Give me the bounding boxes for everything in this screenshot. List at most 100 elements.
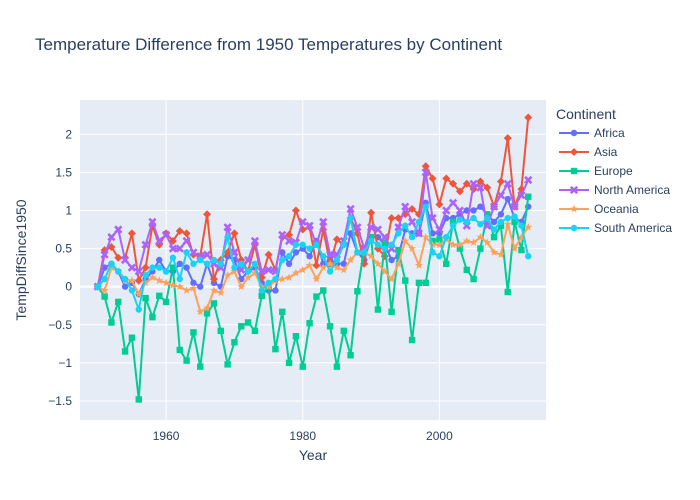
data-point-south-america	[149, 264, 156, 271]
data-point-africa	[190, 279, 197, 287]
data-point-north-america	[278, 230, 287, 239]
data-point-north-america	[175, 244, 184, 253]
data-point-north-america	[134, 267, 143, 276]
data-point-africa	[477, 203, 484, 210]
data-point-north-america	[148, 217, 157, 227]
data-point-north-america	[448, 198, 458, 207]
data-point-oceania	[483, 238, 492, 246]
data-point-south-america	[402, 222, 409, 229]
data-point-oceania	[462, 236, 471, 245]
data-point-asia	[408, 204, 417, 213]
data-point-north-america	[264, 265, 273, 275]
data-point-north-america	[442, 206, 451, 215]
y-tick-label: −1.5	[48, 394, 72, 408]
data-point-europe	[162, 298, 170, 306]
data-point-north-america	[127, 263, 137, 272]
data-point-north-america	[155, 236, 164, 246]
data-point-oceania	[203, 303, 212, 312]
data-point-north-america	[353, 223, 362, 232]
data-point-south-america	[176, 275, 183, 283]
data-point-oceania	[162, 278, 171, 287]
data-point-africa	[121, 283, 129, 290]
data-point-europe	[518, 246, 525, 254]
data-point-europe	[408, 336, 416, 344]
data-point-europe	[395, 246, 402, 254]
data-point-south-america	[477, 220, 484, 228]
data-point-oceania	[387, 274, 396, 283]
data-point-europe	[121, 348, 129, 355]
data-point-oceania	[209, 286, 218, 294]
legend-item-africa[interactable]: Africa	[559, 126, 625, 140]
data-point-north-america	[421, 168, 430, 177]
data-point-south-america	[443, 233, 450, 241]
data-point-asia	[496, 177, 505, 186]
legend-item-north-america[interactable]: North America	[559, 183, 670, 197]
data-point-oceania	[155, 276, 164, 284]
legend-item-asia[interactable]: Asia	[559, 145, 618, 159]
data-point-oceania	[367, 251, 376, 260]
data-point-europe	[142, 294, 149, 302]
data-point-north-america	[243, 255, 253, 265]
data-point-asia	[264, 250, 273, 259]
data-point-europe	[299, 363, 306, 370]
data-point-oceania	[305, 261, 314, 269]
data-point-north-america	[250, 236, 260, 246]
data-point-north-america	[120, 255, 130, 265]
data-point-oceania	[408, 244, 417, 252]
data-point-asia	[114, 253, 123, 262]
data-point-europe	[306, 320, 313, 327]
data-point-south-america	[340, 241, 347, 248]
data-point-south-america	[121, 275, 129, 283]
data-point-south-america	[415, 218, 423, 226]
legend-marker-north-america	[569, 185, 579, 195]
data-point-asia	[435, 200, 444, 209]
data-point-asia	[428, 174, 437, 183]
legend-item-south-america[interactable]: South America	[559, 221, 672, 235]
data-point-europe	[374, 306, 382, 313]
data-point-oceania	[339, 265, 348, 274]
data-point-oceania	[264, 282, 273, 291]
data-point-asia	[476, 177, 485, 186]
data-point-south-america	[272, 275, 279, 283]
data-point-europe	[238, 323, 245, 330]
data-point-south-america	[463, 218, 470, 226]
data-point-oceania	[285, 273, 294, 281]
data-point-asia	[291, 206, 300, 215]
data-point-south-america	[436, 252, 443, 260]
data-point-south-america	[238, 260, 245, 268]
legend-item-oceania[interactable]: Oceania	[559, 202, 639, 216]
data-point-north-america	[189, 248, 198, 257]
y-tick-label: −1	[58, 356, 72, 370]
data-point-asia	[230, 229, 239, 238]
data-point-oceania	[517, 232, 526, 241]
data-point-europe	[477, 245, 484, 252]
data-point-oceania	[312, 274, 321, 283]
data-point-south-america	[326, 268, 334, 275]
data-point-europe	[210, 300, 218, 307]
data-point-asia	[449, 179, 458, 188]
data-point-africa	[470, 207, 477, 214]
y-tick-label: 0	[65, 280, 72, 294]
data-point-asia	[127, 229, 136, 238]
data-point-north-america	[305, 221, 314, 230]
data-point-oceania	[189, 283, 198, 292]
data-point-africa	[306, 252, 313, 260]
data-point-oceania	[346, 255, 355, 264]
legend-label: Africa	[594, 126, 625, 140]
data-point-south-america	[354, 249, 361, 256]
data-point-europe	[449, 218, 457, 226]
data-point-north-america	[455, 206, 465, 215]
data-point-oceania	[257, 282, 266, 291]
data-point-europe	[415, 279, 423, 287]
data-point-asia	[524, 113, 533, 122]
data-point-asia	[503, 134, 512, 143]
data-point-north-america	[517, 191, 526, 200]
data-point-europe	[381, 239, 388, 246]
data-point-south-america	[429, 249, 436, 256]
data-point-south-america	[101, 275, 108, 283]
legend-marker-africa	[570, 129, 578, 137]
series-oceania	[93, 219, 533, 316]
data-point-south-america	[347, 214, 354, 222]
data-point-europe	[285, 359, 293, 367]
legend-item-europe[interactable]: Europe	[559, 164, 633, 178]
